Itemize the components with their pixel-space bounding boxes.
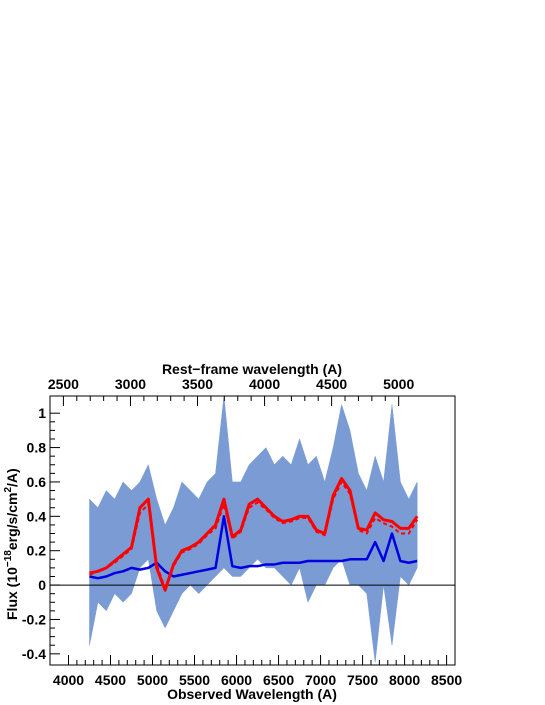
x-tick-label: 6000 xyxy=(221,672,252,688)
x-tick-label: 8500 xyxy=(431,672,462,688)
y-tick-label: 0.8 xyxy=(27,440,47,456)
y-label-sup: −18 xyxy=(3,550,14,567)
x-tick-label: 8000 xyxy=(389,672,420,688)
x2-axis-label: Rest−frame wavelength (A) xyxy=(162,361,342,377)
y-tick-label: 0 xyxy=(38,577,46,593)
y-label-part: erg/s/cm xyxy=(4,493,20,551)
y-tick-label: 0.2 xyxy=(27,543,47,559)
x-tick-label: 4000 xyxy=(53,672,84,688)
x-tick-label: 5500 xyxy=(179,672,210,688)
y-tick-label: -0.2 xyxy=(22,611,46,627)
x-tick-label: 5000 xyxy=(137,672,168,688)
y-label-part: /A) xyxy=(4,468,20,487)
y-tick-label: 0.4 xyxy=(27,508,47,524)
frame xyxy=(49,395,456,666)
x2-tick-label: 4000 xyxy=(249,376,280,392)
y-label-part: Flux (10 xyxy=(4,567,20,620)
x2-tick-label: 2500 xyxy=(48,376,79,392)
y-axis-label: Flux (10−18erg/s/cm2/A) xyxy=(3,468,20,620)
spectrum-line xyxy=(89,480,419,590)
x-tick-label: 7500 xyxy=(347,672,378,688)
x-axis-label: Observed Wavelength (A) xyxy=(167,686,337,702)
x2-tick-label: 4500 xyxy=(316,376,347,392)
y-label-sup: 2 xyxy=(3,487,14,493)
x-tick-label: 6500 xyxy=(263,672,294,688)
spectrum-line xyxy=(89,515,418,580)
y-tick-label: -0.4 xyxy=(22,646,46,662)
x2-tick-label: 3000 xyxy=(115,376,146,392)
y-tick-label: 1 xyxy=(38,405,46,421)
x2-tick-label: 3500 xyxy=(182,376,213,392)
x2-tick-label: 5000 xyxy=(383,376,414,392)
spectrum-line xyxy=(89,477,419,592)
y-tick-label: 0.6 xyxy=(27,474,47,490)
x-tick-label: 4500 xyxy=(95,672,126,688)
x-tick-label: 7000 xyxy=(305,672,336,688)
flux-band xyxy=(89,395,418,663)
